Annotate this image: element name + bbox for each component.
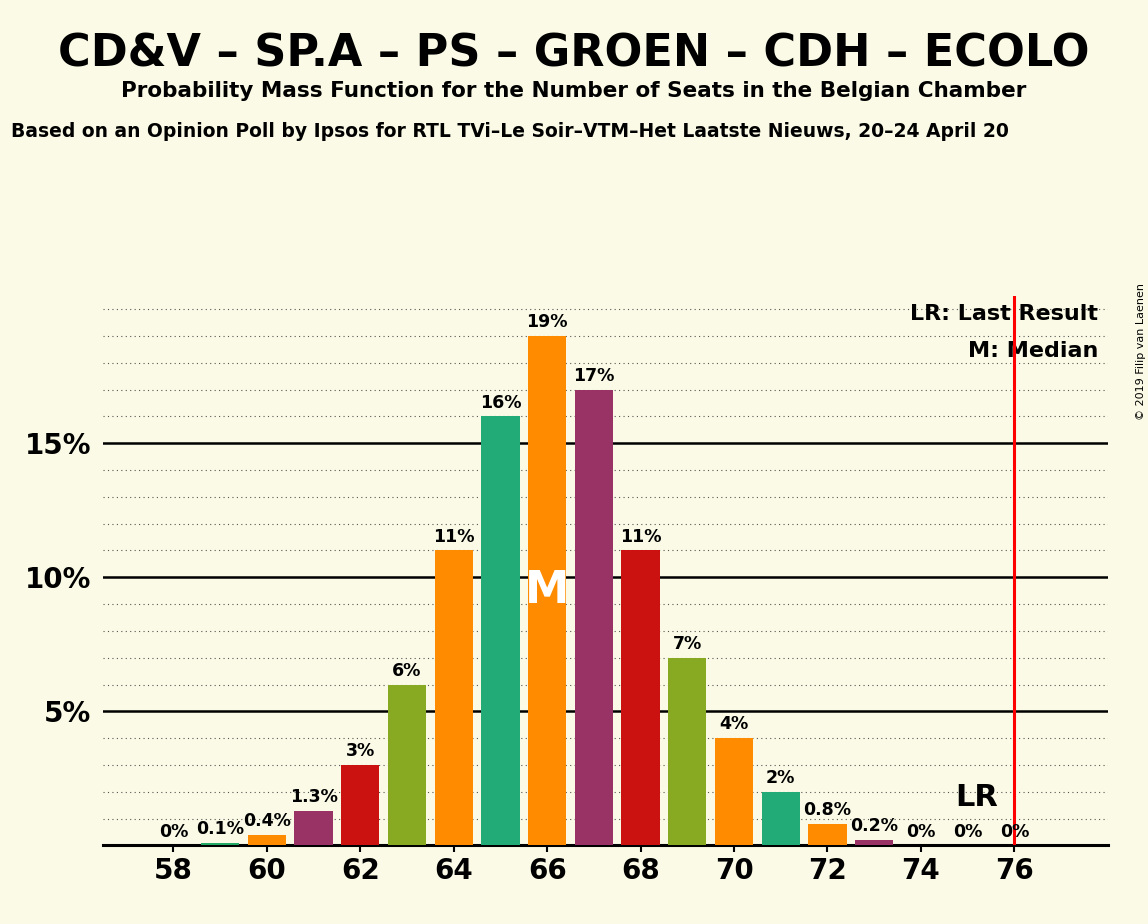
Bar [294,810,333,845]
Text: 0.8%: 0.8% [804,801,852,820]
Bar [575,390,613,845]
Text: 0%: 0% [158,822,188,841]
Bar [668,658,706,845]
Bar [248,834,286,845]
Bar [528,336,566,845]
Text: 6%: 6% [393,662,421,680]
Text: 2%: 2% [766,769,796,787]
Text: 0%: 0% [906,822,936,841]
Bar [761,792,800,845]
Text: 3%: 3% [346,742,375,760]
Text: 0%: 0% [953,822,983,841]
Text: 17%: 17% [573,367,614,384]
Text: LR: LR [955,783,999,811]
Text: 11%: 11% [620,528,661,546]
Text: M: M [525,569,569,613]
Bar [388,685,426,845]
Text: 16%: 16% [480,394,521,411]
Text: Probability Mass Function for the Number of Seats in the Belgian Chamber: Probability Mass Function for the Number… [122,81,1026,102]
Text: 11%: 11% [433,528,474,546]
Bar [621,551,660,845]
Bar [855,840,893,845]
Bar [481,417,520,845]
Text: © 2019 Filip van Laenen: © 2019 Filip van Laenen [1137,283,1146,419]
Text: 19%: 19% [527,313,568,331]
Text: M: Median: M: Median [968,341,1099,361]
Bar [201,843,239,845]
Text: 0%: 0% [1000,822,1029,841]
Text: Based on an Opinion Poll by Ipsos for RTL TVi–Le Soir–VTM–Het Laatste Nieuws, 20: Based on an Opinion Poll by Ipsos for RT… [11,122,1009,141]
Bar [715,738,753,845]
Text: 7%: 7% [673,635,701,653]
Text: 0.2%: 0.2% [851,817,898,835]
Bar [435,551,473,845]
Bar [341,765,380,845]
Text: 1.3%: 1.3% [289,788,338,806]
Text: LR: Last Result: LR: Last Result [910,304,1099,323]
Text: 0.4%: 0.4% [243,812,290,830]
Text: CD&V – SP.A – PS – GROEN – CDH – ECOLO: CD&V – SP.A – PS – GROEN – CDH – ECOLO [59,32,1089,76]
Text: 4%: 4% [720,715,748,734]
Text: 0.1%: 0.1% [196,820,245,838]
Bar [808,824,847,845]
